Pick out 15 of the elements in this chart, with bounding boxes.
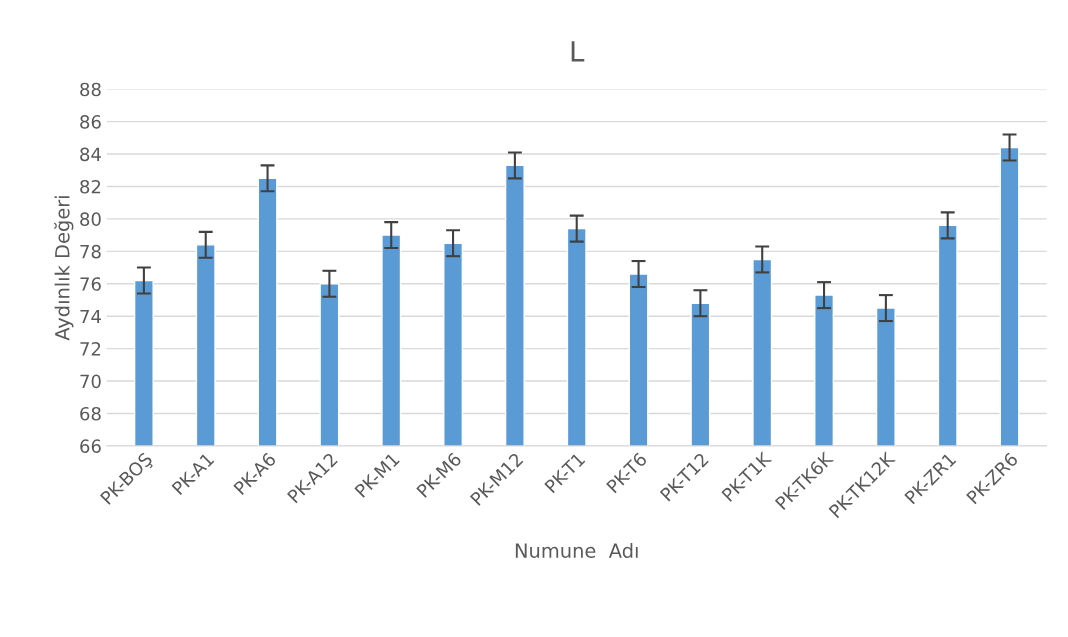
y-tick-label: 76	[80, 277, 101, 291]
y-tick-label: 80	[80, 212, 101, 227]
y-tick-label: 74	[80, 309, 101, 324]
y-tick-label: 72	[80, 342, 101, 356]
x-axis-title: Numune Adı	[515, 542, 638, 558]
y-tick-label: 86	[80, 115, 101, 129]
y-tick-label: 88	[80, 82, 101, 97]
y-axis-title: Aydınlık Değeri	[54, 196, 74, 341]
y-tick-label: 84	[80, 147, 101, 162]
y-tick-label: 66	[80, 439, 101, 454]
y-tick-label: 68	[80, 406, 101, 421]
y-tick-label: 78	[80, 244, 101, 259]
y-tick-label: 70	[80, 374, 101, 389]
chart-title: L	[571, 41, 585, 62]
y-tick-label: 82	[80, 179, 101, 194]
